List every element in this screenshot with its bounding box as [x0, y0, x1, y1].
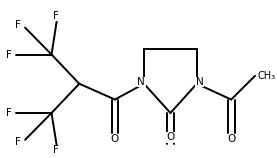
Text: O: O [111, 134, 119, 144]
Text: F: F [15, 137, 21, 147]
Text: F: F [53, 11, 58, 21]
Text: F: F [6, 49, 12, 60]
Text: F: F [53, 145, 58, 155]
Text: F: F [6, 108, 12, 118]
Text: O: O [227, 134, 235, 144]
Text: O: O [166, 132, 175, 143]
Text: CH₃: CH₃ [258, 71, 276, 81]
Text: N: N [196, 77, 203, 87]
Text: F: F [15, 20, 21, 30]
Text: N: N [137, 77, 145, 87]
